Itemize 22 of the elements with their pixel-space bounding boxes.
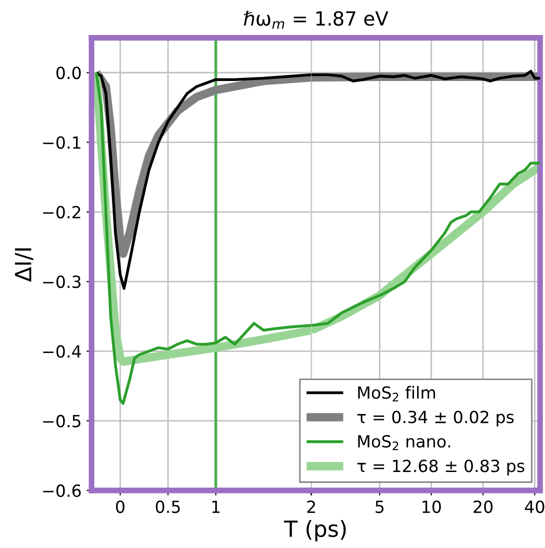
y-tick-label: −0.1 bbox=[43, 136, 80, 149]
y-tick-label: −0.3 bbox=[43, 276, 80, 288]
x-tick-label: 40 bbox=[524, 500, 544, 514]
x-tick-label: 1 bbox=[212, 500, 220, 513]
y-tick-label: −0.2 bbox=[43, 206, 80, 218]
x-tick-label: 10 bbox=[422, 500, 441, 514]
chart-title: ℏω$_{m}$ = 1.87 eV bbox=[244, 10, 388, 29]
y-tick-label: 0.0 bbox=[56, 66, 81, 80]
y-tick-label: −0.4 bbox=[43, 345, 81, 358]
y-tick-label: −0.6 bbox=[43, 484, 81, 498]
x-axis-title: T (ps) bbox=[284, 520, 346, 542]
legend-label: MoS$_{2}$ nano. bbox=[358, 435, 450, 450]
legend-label: MoS$_{2}$ film bbox=[358, 386, 435, 402]
y-axis-title: ΔI/I bbox=[14, 248, 34, 282]
legend-label: τ = 12.68 ± 0.83 ps bbox=[357, 460, 524, 476]
x-tick-label: 2 bbox=[307, 500, 315, 513]
legend-label: τ = 0.34 ± 0.02 ps bbox=[357, 410, 514, 427]
y-tick-label: −0.5 bbox=[43, 414, 80, 428]
x-tick-label: 0.5 bbox=[156, 500, 180, 514]
x-tick-label: 20 bbox=[474, 500, 493, 514]
x-tick-label: 0 bbox=[116, 500, 124, 514]
x-tick-label: 5 bbox=[376, 500, 384, 514]
